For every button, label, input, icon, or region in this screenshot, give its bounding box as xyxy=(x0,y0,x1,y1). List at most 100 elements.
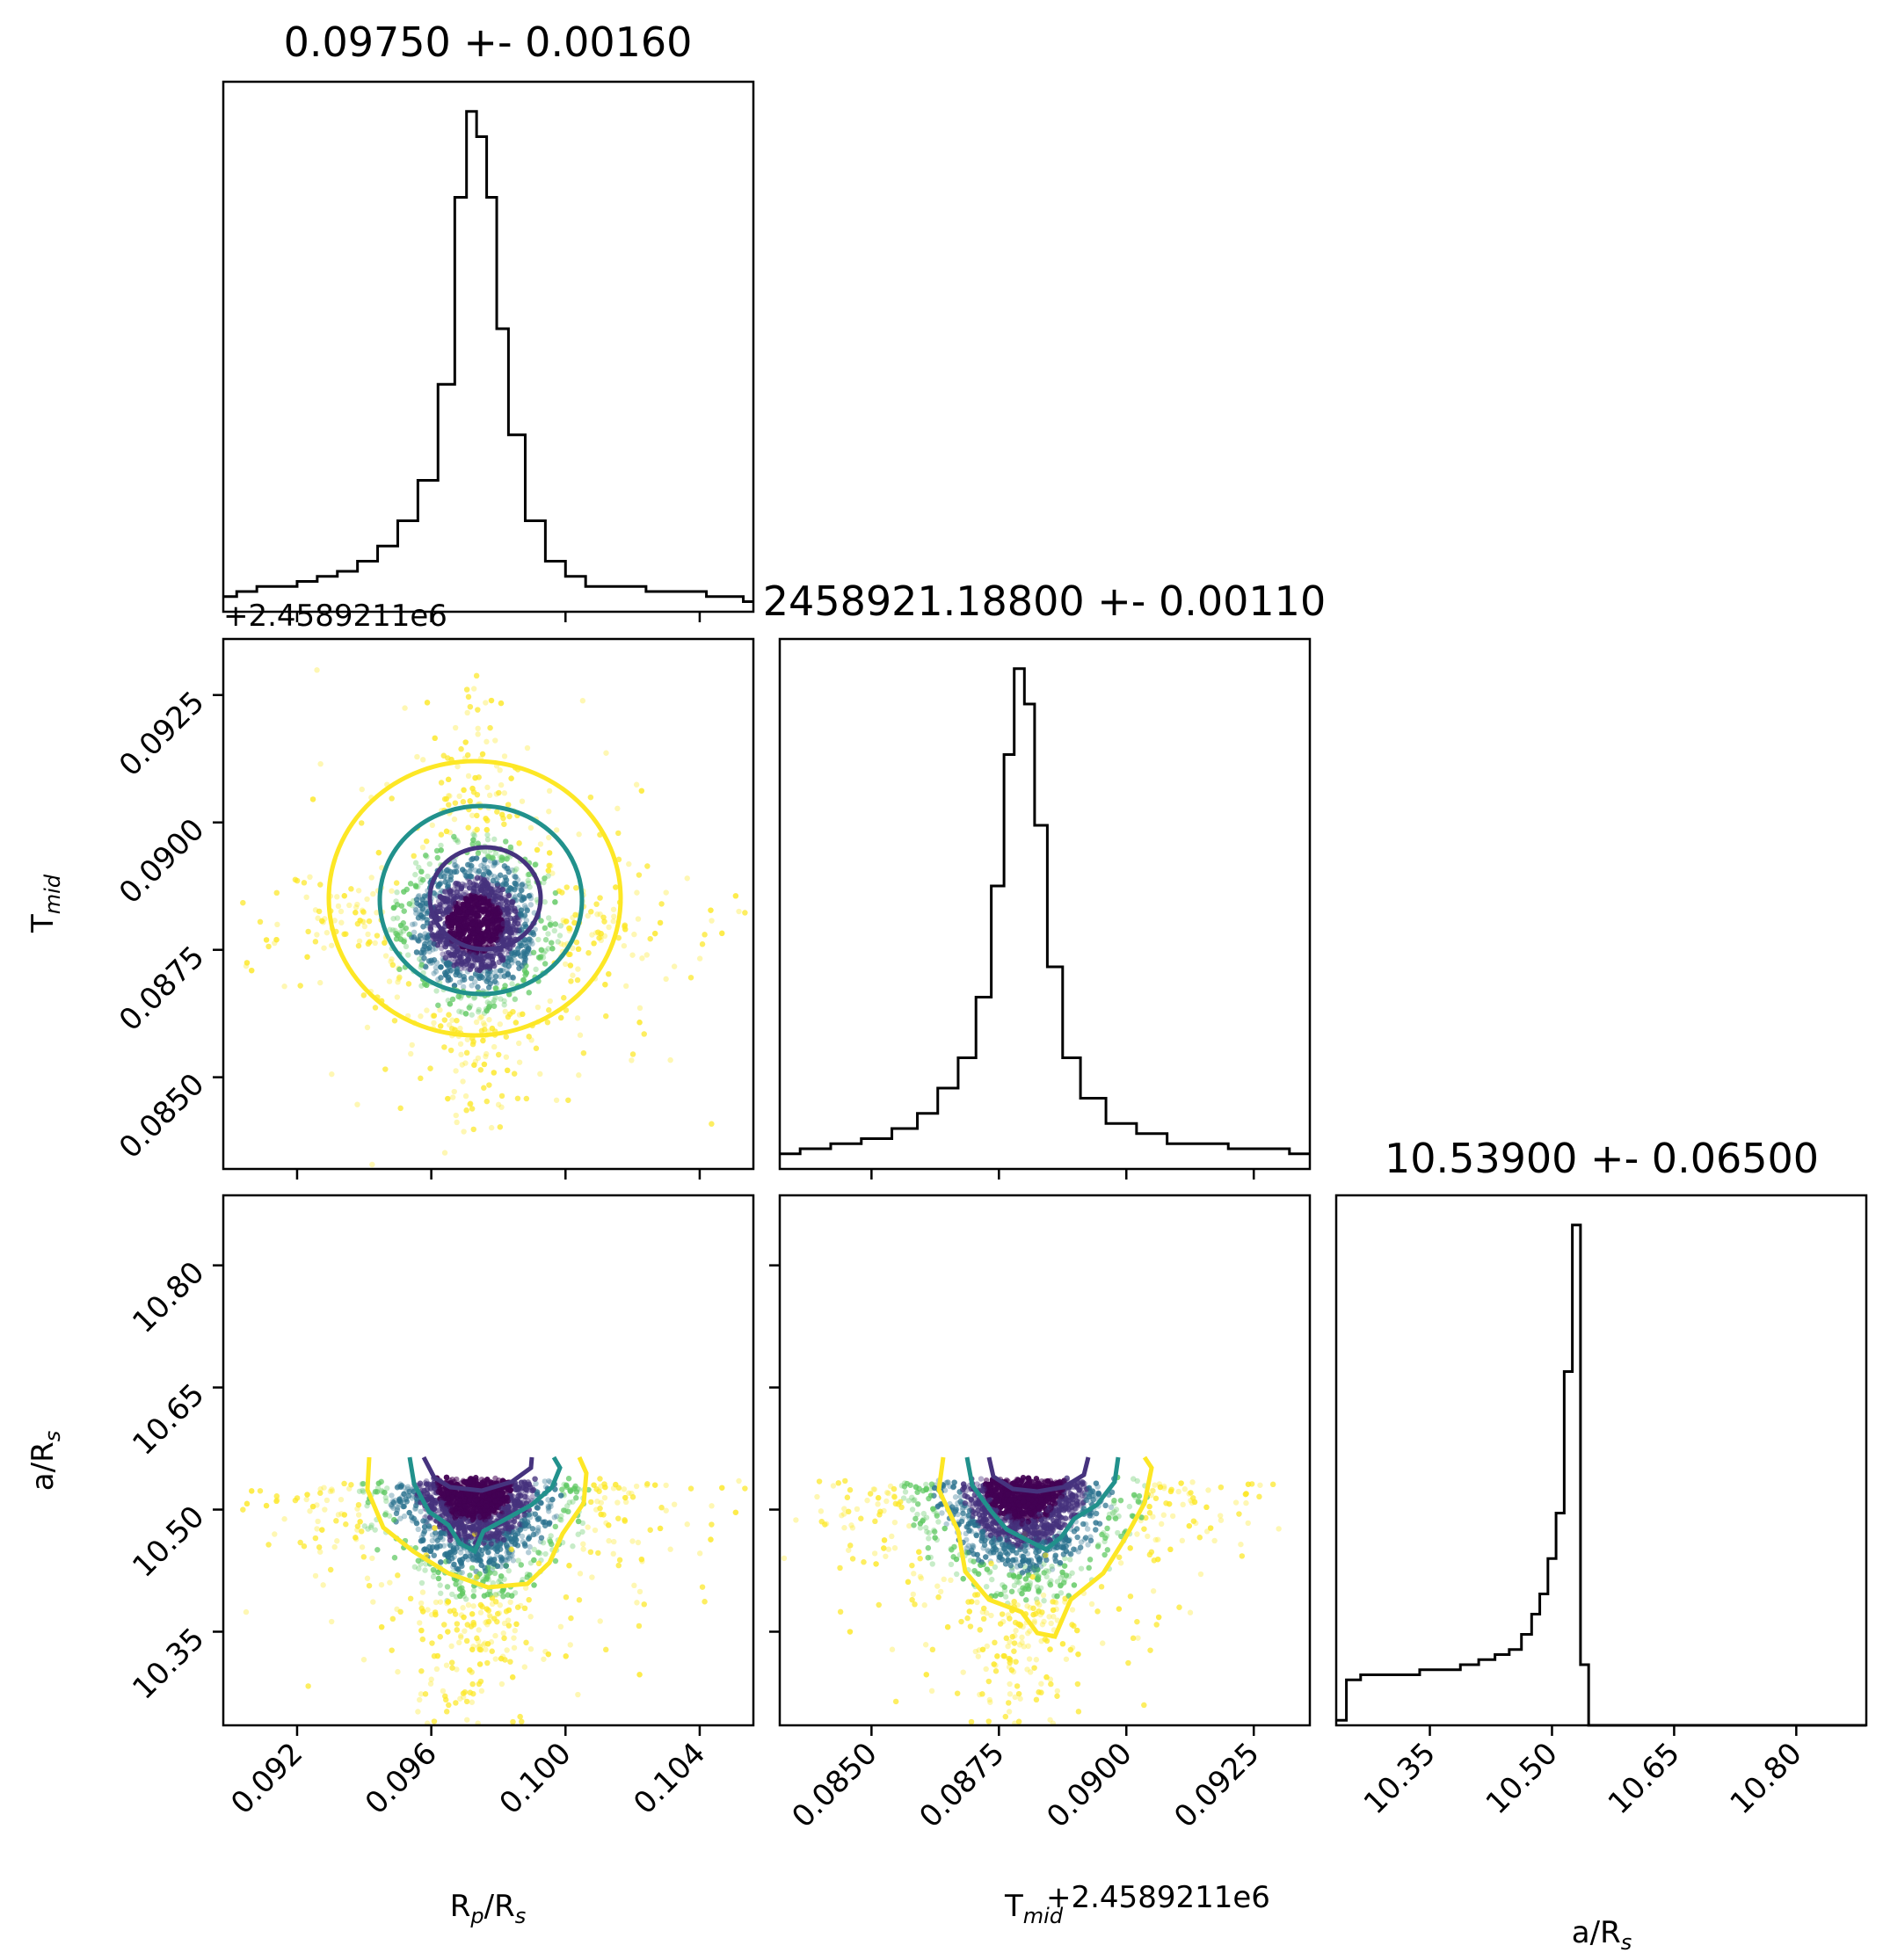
scatter-point xyxy=(513,924,519,931)
scatter-point xyxy=(462,949,469,956)
scatter-point xyxy=(309,796,316,802)
scatter-point xyxy=(472,973,479,979)
scatter-point xyxy=(500,1630,506,1637)
scatter-point xyxy=(470,831,476,838)
scatter-point xyxy=(558,940,564,947)
scatter-point xyxy=(243,962,250,969)
scatter-point xyxy=(329,1071,335,1078)
scatter-point xyxy=(400,928,407,934)
scatter-point xyxy=(505,935,511,942)
scatter-point xyxy=(393,930,399,937)
scatter-point xyxy=(335,903,342,910)
scatter-point xyxy=(427,960,434,966)
scatter-point xyxy=(507,1599,513,1606)
scatter-point xyxy=(498,857,505,863)
scatter-point xyxy=(523,918,530,924)
scatter-point xyxy=(462,1060,469,1066)
scatter-point xyxy=(562,961,569,968)
scatter-point xyxy=(483,1005,490,1013)
scatter-point xyxy=(542,947,549,955)
scatter-point xyxy=(451,816,458,823)
scatter-point xyxy=(482,964,488,970)
scatter-point xyxy=(447,901,453,907)
scatter-point xyxy=(403,943,410,950)
scatter-point xyxy=(374,910,380,916)
scatter-point xyxy=(485,853,491,860)
scatter-point xyxy=(477,1015,483,1021)
scatter-point xyxy=(516,917,522,924)
scatter-point xyxy=(533,1045,540,1051)
scatter-point xyxy=(514,920,521,926)
scatter-point xyxy=(501,998,507,1005)
scatter-point xyxy=(431,957,438,963)
scatter-point xyxy=(472,867,478,874)
scatter-point xyxy=(429,960,436,966)
scatter-point xyxy=(512,880,518,887)
scatter-point xyxy=(382,953,389,959)
scatter-point xyxy=(505,970,511,976)
scatter-point xyxy=(454,882,461,889)
scatter-point xyxy=(274,921,280,928)
scatter-point xyxy=(464,957,471,963)
scatter-point xyxy=(475,731,481,737)
scatter-point xyxy=(393,880,400,886)
scatter-point xyxy=(454,915,462,922)
scatter-point xyxy=(472,893,479,900)
scatter-point xyxy=(476,975,483,982)
scatter-point xyxy=(505,963,512,969)
scatter-point xyxy=(447,898,454,904)
scatter-point xyxy=(438,975,444,981)
scatter-point xyxy=(314,932,320,938)
scatter-point xyxy=(493,980,500,986)
scatter-point xyxy=(425,932,432,939)
scatter-point xyxy=(432,904,438,911)
scatter-point xyxy=(498,949,505,956)
scatter-point xyxy=(469,1106,476,1112)
scatter-point xyxy=(445,917,451,924)
scatter-point xyxy=(419,757,426,763)
scatter-point xyxy=(485,954,491,960)
scatter-point xyxy=(580,1546,586,1552)
scatter-point xyxy=(317,882,324,888)
scatter-point xyxy=(244,960,251,966)
scatter-point xyxy=(444,902,450,908)
scatter-point xyxy=(476,973,482,979)
scatter-point xyxy=(419,907,426,913)
scatter-point xyxy=(498,781,505,788)
scatter-point xyxy=(566,927,573,934)
scatter-point xyxy=(615,830,622,837)
scatter-point xyxy=(507,844,514,851)
scatter-point xyxy=(524,907,530,914)
scatter-point xyxy=(411,921,418,927)
scatter-point xyxy=(466,885,473,891)
scatter-point xyxy=(341,931,347,938)
scatter-point xyxy=(493,894,499,900)
scatter-point xyxy=(463,1049,470,1056)
scatter-point xyxy=(465,875,471,882)
scatter-point xyxy=(469,920,476,926)
scatter-point xyxy=(545,867,552,874)
scatter-point xyxy=(484,864,491,871)
scatter-point xyxy=(294,877,301,884)
scatter-point xyxy=(551,927,557,934)
scatter-point xyxy=(498,926,505,933)
scatter-point xyxy=(401,939,407,945)
scatter-point xyxy=(458,955,464,961)
scatter-point xyxy=(432,735,438,742)
scatter-point xyxy=(462,965,468,971)
scatter-point xyxy=(451,983,458,989)
scatter-point xyxy=(502,911,508,917)
scatter-point xyxy=(491,862,497,869)
scatter-point xyxy=(492,994,498,1001)
scatter-point xyxy=(510,897,516,904)
scatter-point xyxy=(424,700,431,706)
scatter-point xyxy=(416,902,422,908)
scatter-point xyxy=(433,934,440,940)
scatter-point xyxy=(447,896,454,902)
scatter-point xyxy=(470,951,476,958)
scatter-point xyxy=(396,974,403,980)
scatter-point xyxy=(447,888,454,895)
scatter-point xyxy=(457,1041,464,1047)
scatter-point xyxy=(484,999,491,1005)
scatter-point xyxy=(319,918,325,925)
